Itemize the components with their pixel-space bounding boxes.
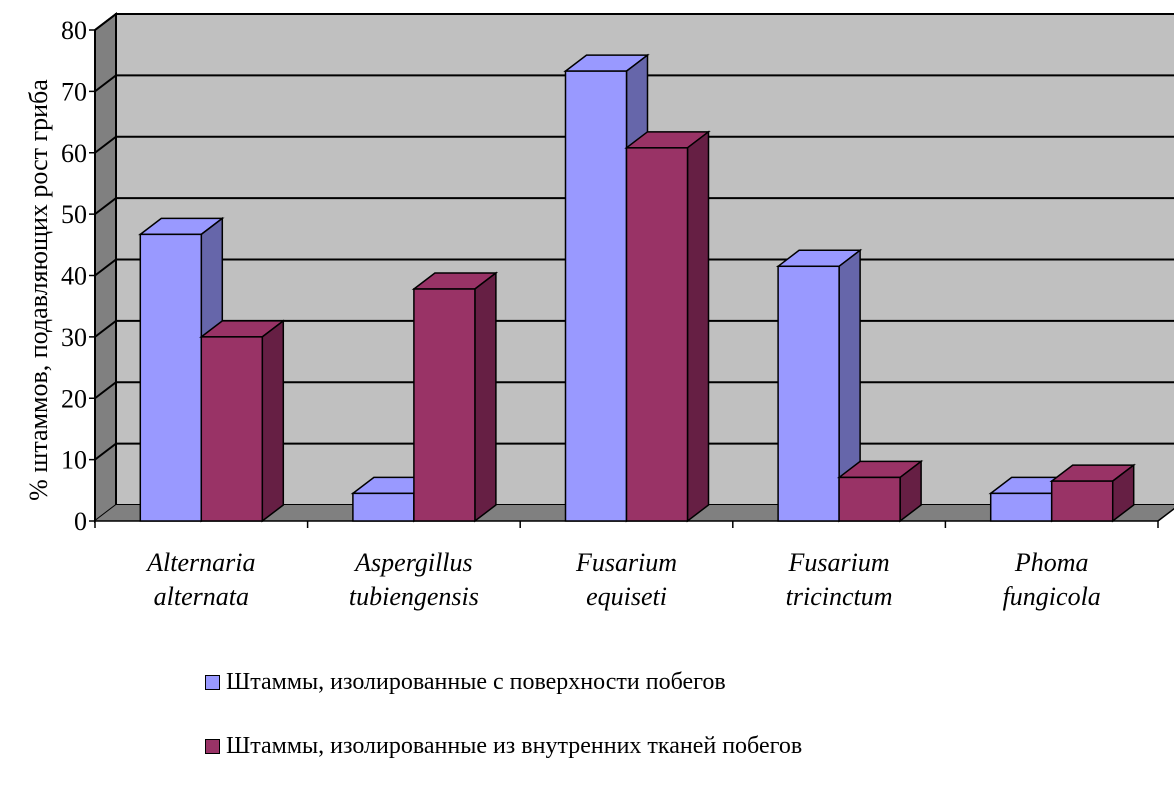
x-tick-label: Phoma [1014,548,1089,577]
x-tick-label: alternata [154,582,249,611]
legend-label-surface: Штаммы, изолированные с поверхности побе… [226,668,726,695]
x-tick-label: Aspergillus [353,548,472,577]
bar [838,476,901,522]
legend-label-internal: Штаммы, изолированные из внутренних ткан… [226,732,803,759]
y-tick-label: 50 [61,200,87,229]
bar [777,265,840,522]
bar [200,336,264,522]
bar [625,147,689,522]
gridline [94,74,1174,93]
y-axis-label: % штаммов, подавляющих рост гриба [24,79,53,501]
x-tick-label: Fusarium [575,548,677,577]
bar [352,492,415,522]
y-tick-label: 60 [61,139,87,168]
bar-side [474,271,497,523]
bar [413,288,476,522]
y-tick-label: 20 [61,384,87,413]
y-tick-label: 80 [61,16,87,45]
bar [1050,480,1114,522]
legend-item-surface: Штаммы, изолированные с поверхности побе… [205,668,802,696]
gridline [94,197,1174,215]
bar-side [686,130,710,523]
y-tick-label: 40 [61,262,87,291]
x-tick-label: Alternaria [145,548,255,577]
legend-swatch-surface [205,674,220,690]
y-tick-label: 0 [74,507,87,536]
bar [564,70,628,522]
x-tick-label: fungicola [1003,582,1101,611]
legend-swatch-internal [205,738,220,754]
legend-item-internal: Штаммы, изолированные из внутренних ткан… [205,732,802,760]
x-tick-label: tubiengensis [349,582,479,611]
x-tick-label: equiseti [586,582,667,611]
bar [989,492,1053,522]
y-tick-label: 30 [61,323,87,352]
legend: Штаммы, изолированные с поверхности побе… [205,668,802,796]
x-axis-edge [1157,507,1174,522]
x-tick-label: Fusarium [788,548,890,577]
y-tick-label: 70 [61,77,87,106]
bar-side [261,319,285,523]
y-tick-label: 10 [61,446,87,475]
gridline [94,135,1174,154]
chart-plot-area: 0 10 20 30 40 50 60 70 80 Alternaria alternata Aspe… [24,11,1174,611]
x-tick-label: tricinctum [786,582,893,611]
gridline [94,13,1174,31]
bar [139,233,203,522]
chart: 0 10 20 30 40 50 60 70 80 Alternaria alternata Aspe… [24,11,1174,759]
